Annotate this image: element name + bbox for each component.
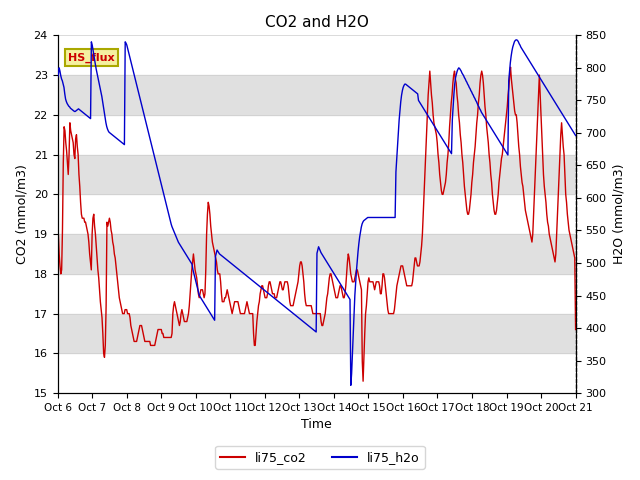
li75_h2o	[141, 117, 149, 123]
li75_h2o	[456, 66, 463, 72]
li75_co2	[572, 326, 579, 332]
Y-axis label: H2O (mmol/m3): H2O (mmol/m3)	[612, 164, 625, 264]
Y-axis label: CO2 (mmol/m3): CO2 (mmol/m3)	[15, 164, 28, 264]
li75_co2	[364, 291, 371, 297]
li75_h2o	[54, 75, 61, 81]
Bar	[58, 155, 575, 194]
Bar	[58, 75, 575, 115]
li75_h2o	[411, 88, 419, 94]
li75_h2o	[563, 119, 571, 124]
li75_h2o	[512, 37, 520, 43]
li75_co2	[185, 311, 193, 316]
li75_h2o	[316, 246, 323, 252]
X-axis label: Time: Time	[301, 419, 332, 432]
Line: li75_h2o: li75_h2o	[58, 40, 575, 385]
Bar	[58, 234, 575, 274]
Line: li75_co2: li75_co2	[58, 67, 575, 381]
li75_co2	[507, 64, 515, 70]
li75_co2	[568, 239, 575, 245]
li75_co2	[439, 192, 447, 197]
li75_co2	[121, 307, 129, 312]
Legend: li75_co2, li75_h2o: li75_co2, li75_h2o	[215, 446, 425, 469]
li75_co2	[359, 378, 367, 384]
Text: HS_flux: HS_flux	[68, 52, 115, 63]
Title: CO2 and H2O: CO2 and H2O	[264, 15, 369, 30]
li75_co2	[54, 223, 61, 229]
li75_h2o	[428, 120, 436, 125]
li75_co2	[482, 112, 490, 118]
li75_h2o	[347, 383, 355, 388]
li75_h2o	[572, 132, 579, 138]
Bar	[58, 313, 575, 353]
